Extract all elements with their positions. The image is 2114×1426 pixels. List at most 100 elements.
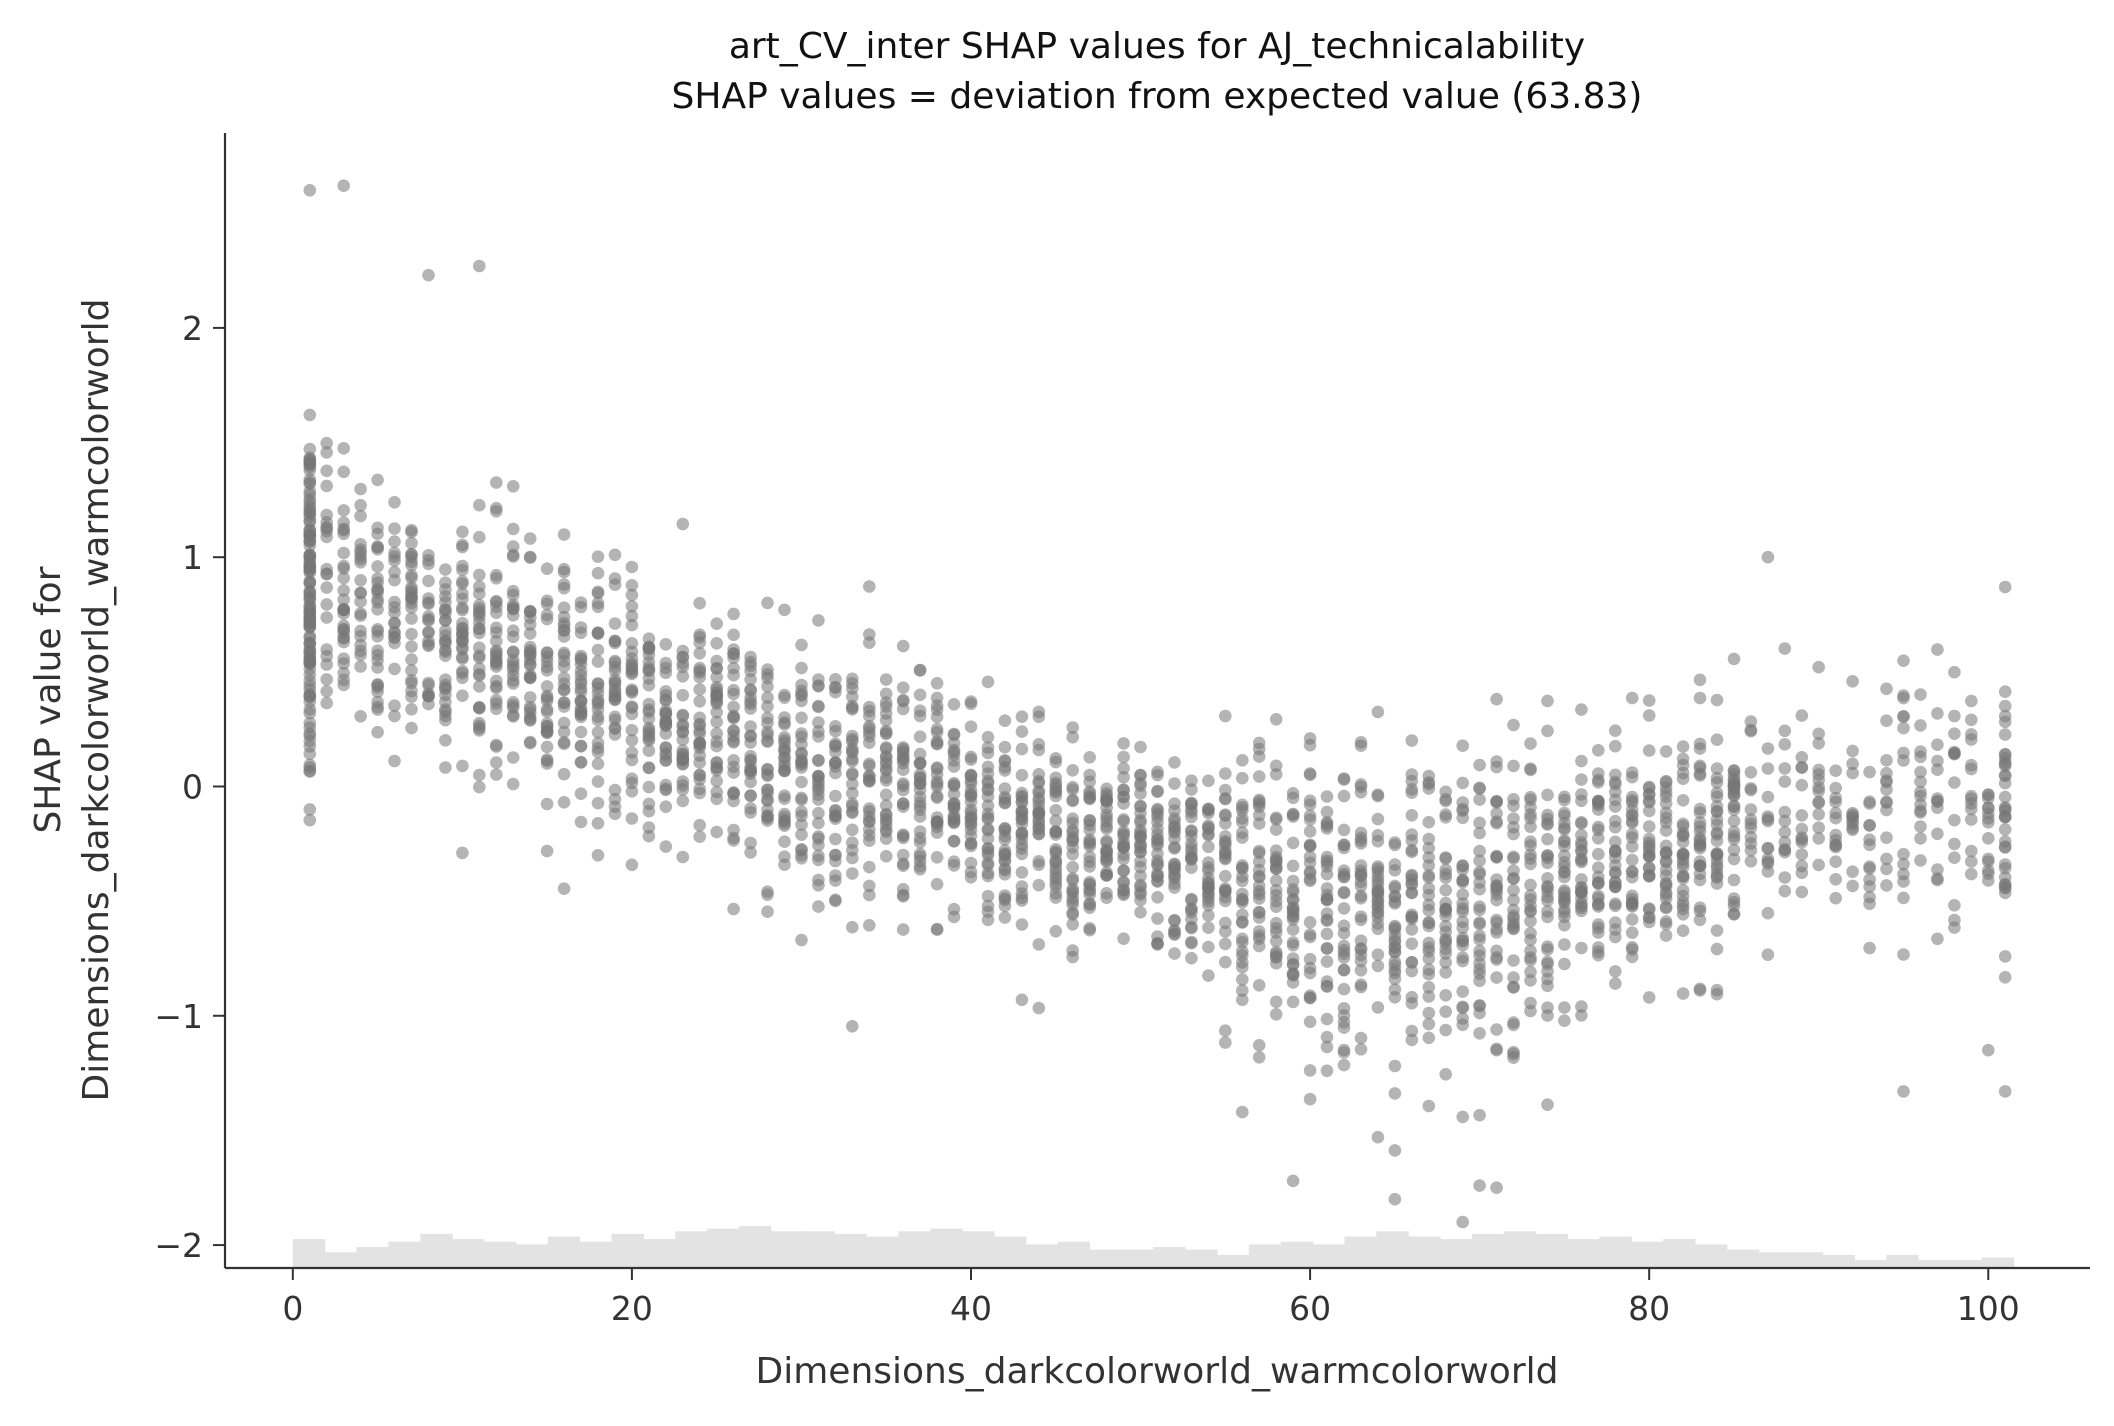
data-point [1320, 1040, 1334, 1054]
data-point [1693, 761, 1707, 774]
data-point [744, 697, 757, 711]
data-point [761, 769, 774, 782]
data-point [1269, 995, 1283, 1009]
data-point [422, 697, 435, 711]
data-point [1795, 833, 1809, 846]
data-point [812, 879, 825, 892]
data-point [676, 688, 690, 702]
data-point [1880, 879, 1893, 892]
data-point [1778, 884, 1792, 898]
data-point [744, 764, 757, 778]
data-point [1354, 879, 1368, 893]
histogram-bar [675, 1231, 708, 1268]
data-point [1049, 887, 1063, 900]
data-point [608, 807, 622, 821]
data-point [1151, 891, 1164, 904]
data-point [371, 473, 384, 487]
data-point [1880, 795, 1893, 809]
data-point [608, 654, 622, 668]
data-point [1286, 969, 1300, 982]
data-point [1269, 768, 1283, 781]
data-point [812, 614, 825, 627]
data-point [1236, 771, 1249, 785]
data-point [337, 571, 351, 585]
data-point [1998, 861, 2012, 875]
data-point [1236, 896, 1249, 909]
data-point [1303, 825, 1317, 838]
data-point [1286, 807, 1300, 821]
data-point [1880, 862, 1893, 876]
data-point [1914, 719, 1927, 732]
data-point [1965, 733, 1978, 746]
data-point [1049, 925, 1063, 938]
data-point [1269, 823, 1283, 836]
data-point [1354, 859, 1368, 872]
data-point [1558, 790, 1571, 804]
data-point [778, 716, 791, 729]
data-point [1032, 938, 1046, 951]
data-point [591, 726, 605, 739]
data-point [574, 626, 588, 640]
data-point [1659, 811, 1673, 825]
data-point [371, 560, 384, 573]
data-point [557, 767, 571, 781]
data-point [727, 647, 740, 661]
x-tick-label: 0 [282, 1289, 303, 1328]
data-point [1252, 939, 1266, 953]
data-point [1710, 942, 1724, 956]
data-point [1083, 884, 1096, 898]
data-point [1744, 766, 1758, 779]
data-point [1863, 890, 1876, 904]
data-point [1575, 854, 1588, 867]
data-point [1066, 812, 1079, 825]
data-point [1812, 784, 1825, 798]
data-point [320, 446, 334, 459]
data-point [1219, 767, 1232, 780]
data-point [1473, 865, 1486, 879]
data-point [1676, 752, 1690, 766]
data-point [846, 806, 859, 820]
data-point [1405, 964, 1419, 978]
data-point [1134, 830, 1147, 843]
data-point [1388, 1059, 1402, 1073]
data-point [846, 797, 859, 810]
data-point [371, 685, 384, 698]
data-point [1202, 802, 1215, 816]
data-point [1032, 786, 1046, 799]
data-point [1761, 790, 1775, 804]
data-point [964, 753, 978, 766]
data-point [1032, 799, 1046, 812]
data-point [812, 725, 825, 738]
data-point [1439, 1068, 1452, 1081]
data-point [1286, 913, 1300, 926]
histogram-bar [707, 1228, 740, 1268]
data-point [337, 619, 351, 632]
data-point [1303, 813, 1317, 826]
data-point [1676, 924, 1690, 937]
data-point [1303, 1015, 1317, 1029]
data-point [1710, 762, 1724, 775]
data-point [693, 636, 706, 649]
data-point [1168, 815, 1181, 828]
data-point [337, 584, 351, 597]
data-point [744, 720, 757, 733]
data-point [1456, 985, 1469, 998]
data-point [1575, 754, 1588, 768]
histogram-bar [420, 1233, 453, 1268]
data-point [1625, 896, 1639, 909]
data-point [422, 625, 435, 639]
data-point [1083, 785, 1096, 798]
data-point [642, 744, 656, 757]
data-point [540, 844, 554, 858]
data-point [625, 686, 639, 699]
data-point [913, 854, 927, 868]
data-point [490, 634, 503, 648]
data-point [1812, 858, 1825, 872]
histogram-bar [770, 1231, 804, 1268]
data-point [354, 595, 367, 608]
data-point [473, 259, 486, 273]
data-point [557, 610, 571, 624]
data-point [625, 600, 639, 613]
data-point [1812, 832, 1825, 845]
data-point [337, 673, 351, 687]
